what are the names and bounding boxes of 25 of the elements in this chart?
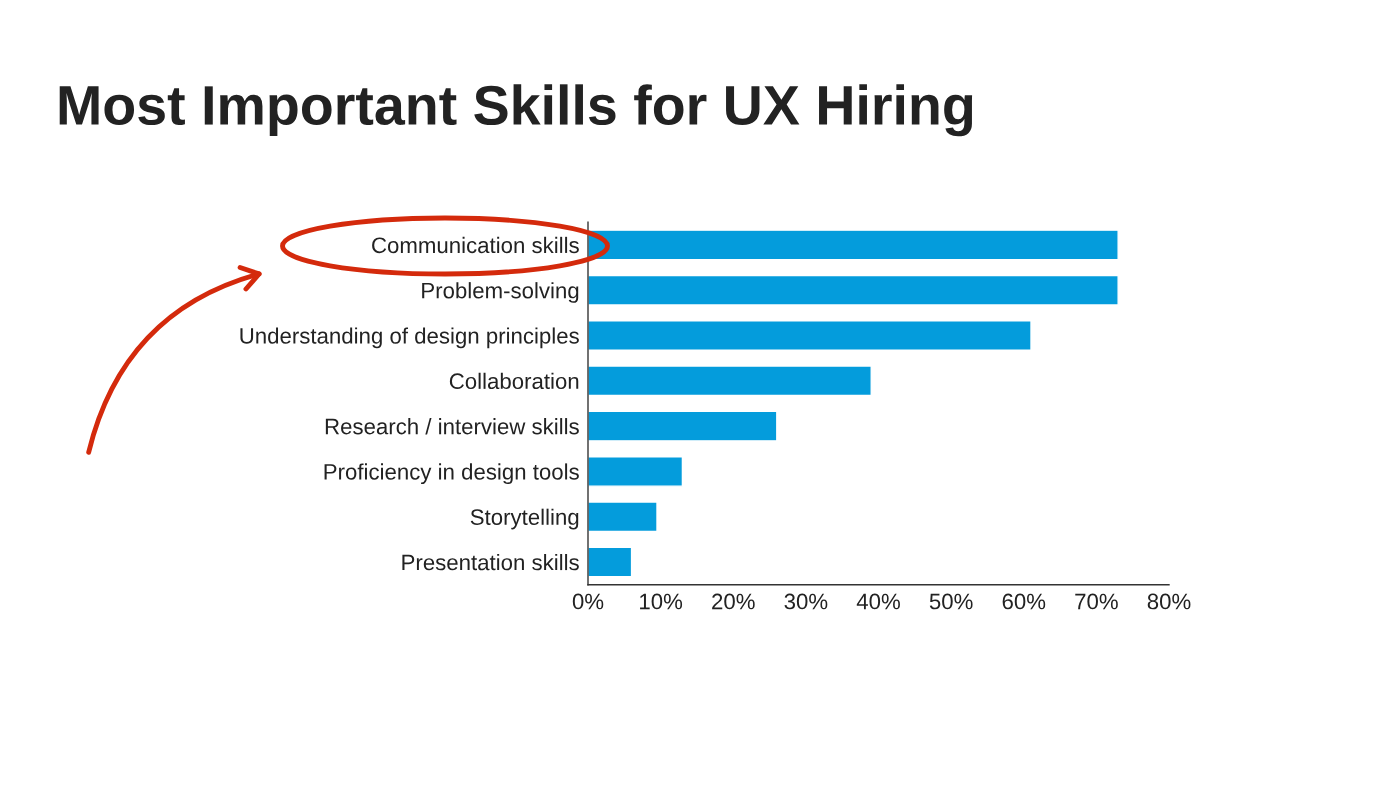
- y-tick-label: Problem-solving: [422, 282, 579, 303]
- x-tick-label: 20%: [712, 593, 755, 610]
- y-tick-label: Understanding of design principles: [240, 327, 579, 349]
- y-tick-label: Presentation skills: [402, 553, 579, 571]
- y-tick-label: Research / interview skills: [325, 418, 579, 435]
- bar: [588, 365, 872, 397]
- bar: [588, 320, 1032, 351]
- y-tick-label: Communication skills: [372, 236, 579, 254]
- x-tick-label: 60%: [1002, 593, 1046, 610]
- bar: [588, 501, 658, 533]
- chart-title: Most Important Skills for UX Hiring: [59, 84, 973, 137]
- y-tick-label: Proficiency in design tools: [324, 463, 579, 485]
- bar: [588, 410, 778, 442]
- bar: [588, 456, 684, 487]
- x-tick-label: 50%: [929, 593, 973, 610]
- bar: [588, 546, 633, 578]
- x-tick-label: 70%: [1075, 593, 1118, 610]
- bar: [588, 274, 1119, 306]
- x-tick-label: 0%: [572, 593, 604, 610]
- x-tick-label: 30%: [784, 593, 828, 610]
- y-tick-label: Collaboration: [449, 372, 579, 390]
- y-tick-label: Storytelling: [470, 508, 579, 530]
- x-tick-label: 40%: [856, 593, 900, 610]
- x-tick-label: 80%: [1147, 593, 1191, 610]
- x-tick-label: 10%: [640, 593, 683, 610]
